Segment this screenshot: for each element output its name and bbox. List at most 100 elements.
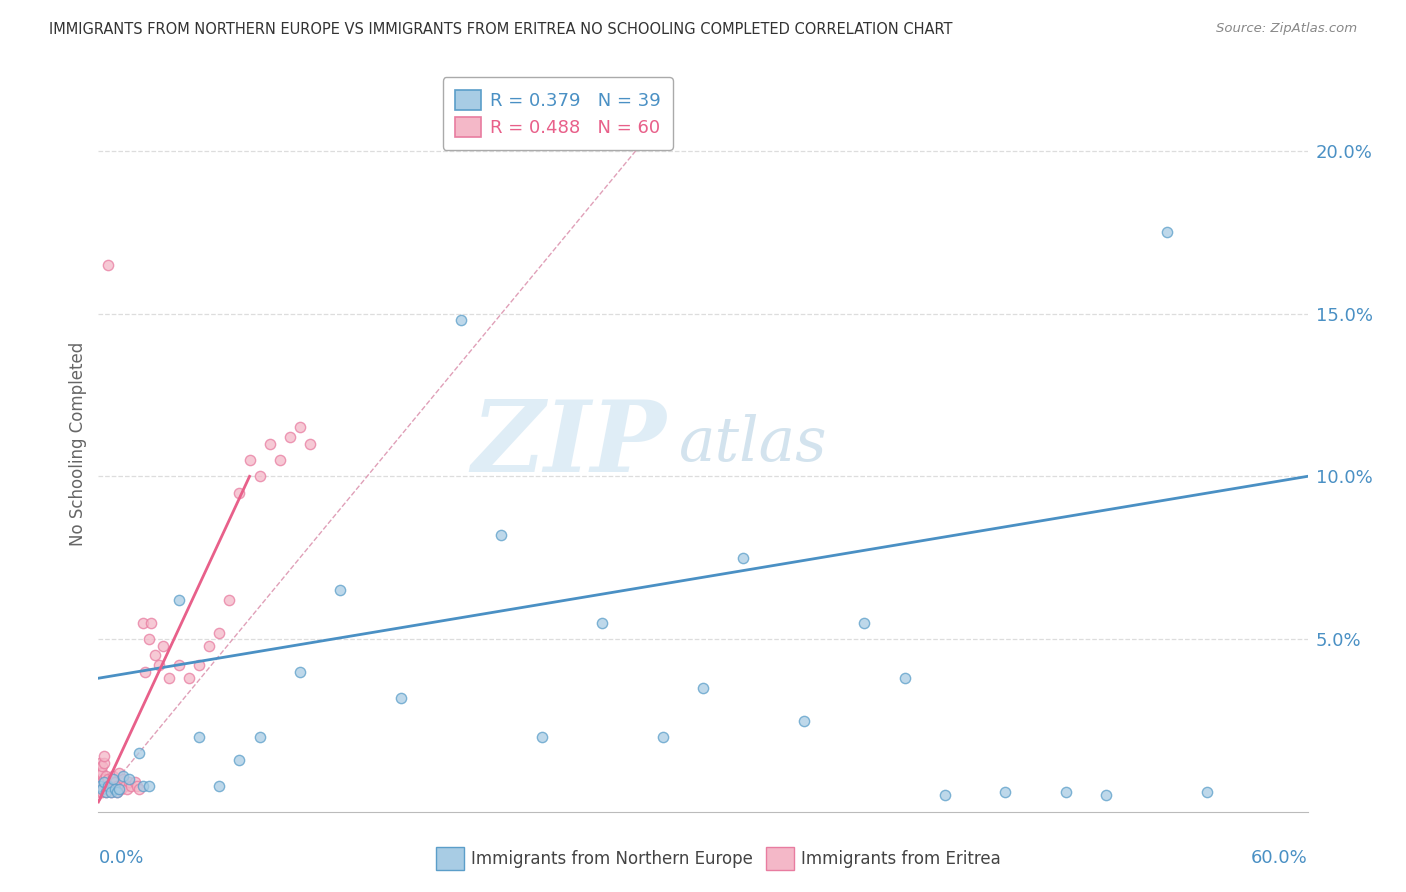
Point xyxy=(97,781,120,796)
Point xyxy=(93,781,115,796)
Point xyxy=(299,437,322,451)
Point xyxy=(107,781,129,796)
Point xyxy=(93,749,115,764)
Point xyxy=(89,772,111,786)
Point xyxy=(89,781,111,796)
Point xyxy=(93,772,115,786)
Point xyxy=(103,775,125,789)
Point xyxy=(188,658,211,673)
Point xyxy=(139,615,162,630)
Point xyxy=(167,593,190,607)
Point xyxy=(103,781,125,796)
Point xyxy=(105,785,128,799)
Point xyxy=(96,779,118,793)
Point xyxy=(288,665,311,679)
Point xyxy=(115,781,138,796)
Point xyxy=(167,658,190,673)
Point xyxy=(89,779,111,793)
Point xyxy=(157,671,180,685)
Text: Source: ZipAtlas.com: Source: ZipAtlas.com xyxy=(1216,22,1357,36)
Point xyxy=(853,615,876,630)
Point xyxy=(138,632,160,647)
Point xyxy=(259,437,281,451)
Point xyxy=(152,639,174,653)
Point xyxy=(118,775,141,789)
Point xyxy=(269,453,291,467)
Point xyxy=(91,759,114,773)
Point xyxy=(91,765,114,780)
Point xyxy=(329,583,352,598)
Point xyxy=(97,779,120,793)
Point xyxy=(132,779,155,793)
Text: Immigrants from Northern Europe: Immigrants from Northern Europe xyxy=(471,850,752,868)
Point xyxy=(101,781,124,796)
Point xyxy=(91,785,114,799)
Point xyxy=(450,313,472,327)
Point xyxy=(228,485,250,500)
Point xyxy=(97,772,120,786)
Point xyxy=(110,781,132,796)
Legend: R = 0.379   N = 39, R = 0.488   N = 60: R = 0.379 N = 39, R = 0.488 N = 60 xyxy=(443,78,673,150)
Point xyxy=(96,769,118,783)
Point xyxy=(208,779,231,793)
Point xyxy=(1054,785,1077,799)
Point xyxy=(105,785,128,799)
Point xyxy=(100,785,122,799)
Point xyxy=(100,785,122,799)
Point xyxy=(101,772,124,786)
Point xyxy=(1095,789,1118,803)
Point xyxy=(100,775,122,789)
Point xyxy=(389,690,412,705)
Point xyxy=(97,258,120,272)
Point xyxy=(93,775,115,789)
Point xyxy=(125,779,148,793)
Point xyxy=(96,785,118,799)
Point xyxy=(733,550,755,565)
Text: atlas: atlas xyxy=(679,414,827,474)
Point xyxy=(893,671,915,685)
Point xyxy=(188,730,211,744)
Point xyxy=(1195,785,1218,799)
Point xyxy=(793,714,815,728)
Point xyxy=(96,785,118,799)
Point xyxy=(91,775,114,789)
Point xyxy=(249,469,271,483)
Point xyxy=(138,779,160,793)
Point xyxy=(934,789,956,803)
Text: 0.0%: 0.0% xyxy=(98,848,143,866)
Point xyxy=(93,756,115,770)
Point xyxy=(128,746,150,760)
Point xyxy=(249,730,271,744)
Point xyxy=(288,420,311,434)
Point xyxy=(491,528,513,542)
Text: 60.0%: 60.0% xyxy=(1251,848,1308,866)
Point xyxy=(128,781,150,796)
Point xyxy=(134,665,156,679)
Point xyxy=(228,753,250,767)
Point xyxy=(89,756,111,770)
Point xyxy=(111,769,134,783)
Text: Immigrants from Eritrea: Immigrants from Eritrea xyxy=(801,850,1001,868)
Point xyxy=(651,730,673,744)
Point xyxy=(179,671,201,685)
Y-axis label: No Schooling Completed: No Schooling Completed xyxy=(69,342,87,546)
Point xyxy=(132,615,155,630)
Point xyxy=(120,779,142,793)
Point xyxy=(208,625,231,640)
Point xyxy=(124,775,146,789)
Point xyxy=(994,785,1017,799)
Point xyxy=(591,615,613,630)
Point xyxy=(239,453,262,467)
Point xyxy=(103,781,125,796)
Point xyxy=(118,772,141,786)
Point xyxy=(107,781,129,796)
Point xyxy=(101,769,124,783)
Point xyxy=(89,785,111,799)
Point xyxy=(530,730,553,744)
Point xyxy=(114,779,136,793)
Point xyxy=(91,781,114,796)
Point xyxy=(1156,225,1178,239)
Point xyxy=(107,765,129,780)
Text: ZIP: ZIP xyxy=(472,395,666,492)
Point xyxy=(278,430,301,444)
